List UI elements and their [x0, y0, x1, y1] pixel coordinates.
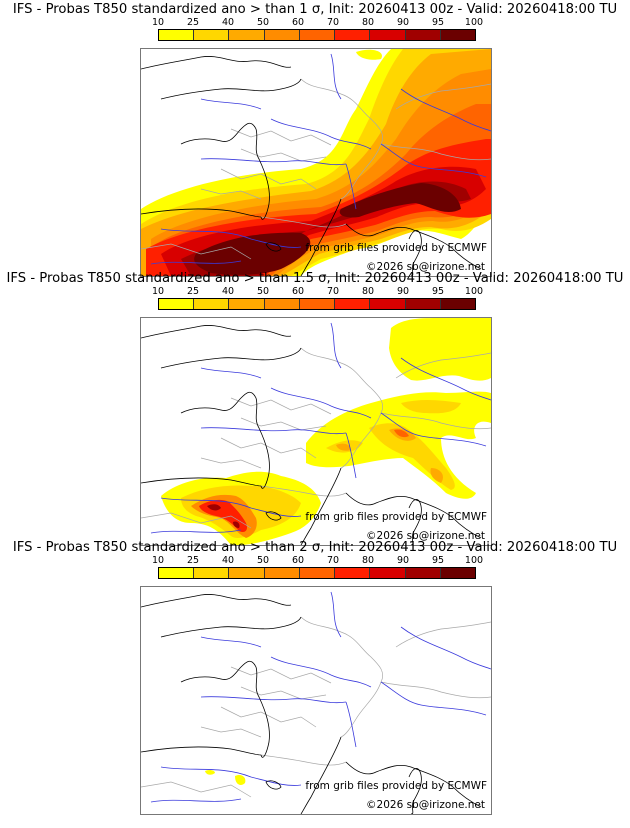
colorbar-swatch — [335, 568, 371, 578]
probability-map: from grib files provided by ECMWF ©2026 … — [140, 48, 492, 277]
colorbar-swatch — [440, 568, 475, 578]
colorbar-swatches — [158, 298, 476, 310]
colorbar-swatch — [370, 30, 406, 40]
colorbar-tick: 90 — [396, 286, 410, 297]
colorbar-tick: 50 — [256, 286, 270, 297]
colorbar-swatch — [370, 568, 406, 578]
colorbar-tick-labels: 10 25 40 50 60 70 80 90 95 100 — [152, 17, 483, 28]
colorbar-swatch — [159, 299, 195, 309]
colorbar-swatch — [229, 299, 265, 309]
forecast-panel-2: IFS - Probas T850 standardized ano > tha… — [0, 271, 630, 547]
colorbar-swatch — [194, 568, 230, 578]
colorbar-tick: 80 — [361, 555, 375, 566]
colorbar-tick: 95 — [431, 17, 445, 28]
colorbar-tick: 95 — [431, 286, 445, 297]
map-canvas — [141, 49, 491, 276]
colorbar-swatch — [405, 299, 441, 309]
colorbar-tick: 100 — [464, 286, 484, 297]
rivers — [150, 53, 491, 265]
colorbar-tick: 70 — [326, 555, 340, 566]
colorbar-tick: 60 — [291, 555, 305, 566]
colorbar-swatch — [264, 30, 300, 40]
data-source-credit: from grib files provided by ECMWF — [305, 780, 487, 792]
colorbar-tick: 90 — [396, 555, 410, 566]
copyright-credit: ©2026 sb@irizone.net — [366, 530, 485, 542]
panel-title: IFS - Probas T850 standardized ano > tha… — [12, 2, 618, 17]
colorbar-swatch — [370, 299, 406, 309]
probability-map: from grib files provided by ECMWF ©2026 … — [140, 317, 492, 546]
colorbar-swatch — [264, 568, 300, 578]
colorbar-legend: 10 25 40 50 60 70 80 90 95 100 — [152, 286, 483, 311]
data-source-credit: from grib files provided by ECMWF — [305, 511, 487, 523]
colorbar-tick: 25 — [186, 17, 200, 28]
coastlines — [141, 594, 482, 814]
colorbar-tick: 100 — [464, 17, 484, 28]
probability-map: from grib files provided by ECMWF ©2026 … — [140, 586, 492, 815]
colorbar-tick: 100 — [464, 555, 484, 566]
colorbar-swatch — [159, 568, 195, 578]
probability-shading — [141, 49, 491, 276]
data-source-credit: from grib files provided by ECMWF — [305, 242, 487, 254]
colorbar-tick: 80 — [361, 17, 375, 28]
colorbar-tick: 90 — [396, 17, 410, 28]
colorbar-swatch — [264, 299, 300, 309]
colorbar-tick: 50 — [256, 555, 270, 566]
colorbar-tick: 60 — [291, 286, 305, 297]
national-borders — [141, 616, 491, 798]
colorbar-tick: 10 — [151, 555, 165, 566]
coastlines — [141, 325, 482, 545]
colorbar-swatch — [159, 30, 195, 40]
colorbar-tick: 60 — [291, 17, 305, 28]
colorbar-swatch — [335, 299, 371, 309]
colorbar-swatches — [158, 567, 476, 579]
map-canvas — [141, 591, 491, 814]
forecast-panel-3: IFS - Probas T850 standardized ano > tha… — [0, 540, 630, 818]
rivers — [150, 322, 491, 534]
panel-title: IFS - Probas T850 standardized ano > tha… — [6, 271, 624, 286]
colorbar-tick: 40 — [221, 286, 235, 297]
panel-title: IFS - Probas T850 standardized ano > tha… — [12, 540, 618, 555]
colorbar-tick: 70 — [326, 286, 340, 297]
coastlines — [141, 56, 482, 276]
colorbar-legend: 10 25 40 50 60 70 80 90 95 100 — [152, 555, 483, 580]
probability-shading — [161, 318, 491, 545]
colorbar-tick: 50 — [256, 17, 270, 28]
colorbar-swatches — [158, 29, 476, 41]
rivers — [150, 591, 491, 803]
colorbar-tick: 25 — [186, 286, 200, 297]
colorbar-swatch — [229, 30, 265, 40]
colorbar-tick: 40 — [221, 17, 235, 28]
copyright-credit: ©2026 sb@irizone.net — [366, 799, 485, 811]
colorbar-legend: 10 25 40 50 60 70 80 90 95 100 — [152, 17, 483, 42]
colorbar-tick: 10 — [151, 17, 165, 28]
probability-shading — [205, 769, 246, 785]
colorbar-tick-labels: 10 25 40 50 60 70 80 90 95 100 — [152, 286, 483, 297]
colorbar-tick-labels: 10 25 40 50 60 70 80 90 95 100 — [152, 555, 483, 566]
colorbar-tick: 70 — [326, 17, 340, 28]
colorbar-tick: 25 — [186, 555, 200, 566]
forecast-panel-1: IFS - Probas T850 standardized ano > tha… — [0, 2, 630, 280]
colorbar-tick: 40 — [221, 555, 235, 566]
colorbar-tick: 95 — [431, 555, 445, 566]
colorbar-swatch — [194, 299, 230, 309]
colorbar-tick: 80 — [361, 286, 375, 297]
colorbar-swatch — [405, 30, 441, 40]
colorbar-swatch — [299, 299, 336, 309]
colorbar-swatch — [405, 568, 441, 578]
colorbar-swatch — [299, 568, 336, 578]
colorbar-swatch — [335, 30, 371, 40]
colorbar-swatch — [299, 30, 336, 40]
copyright-credit: ©2026 sb@irizone.net — [366, 261, 485, 273]
national-borders — [141, 78, 491, 260]
colorbar-tick: 10 — [151, 286, 165, 297]
colorbar-swatch — [440, 30, 475, 40]
colorbar-swatch — [229, 568, 265, 578]
colorbar-swatch — [194, 30, 230, 40]
colorbar-swatch — [440, 299, 475, 309]
map-canvas — [141, 318, 491, 545]
